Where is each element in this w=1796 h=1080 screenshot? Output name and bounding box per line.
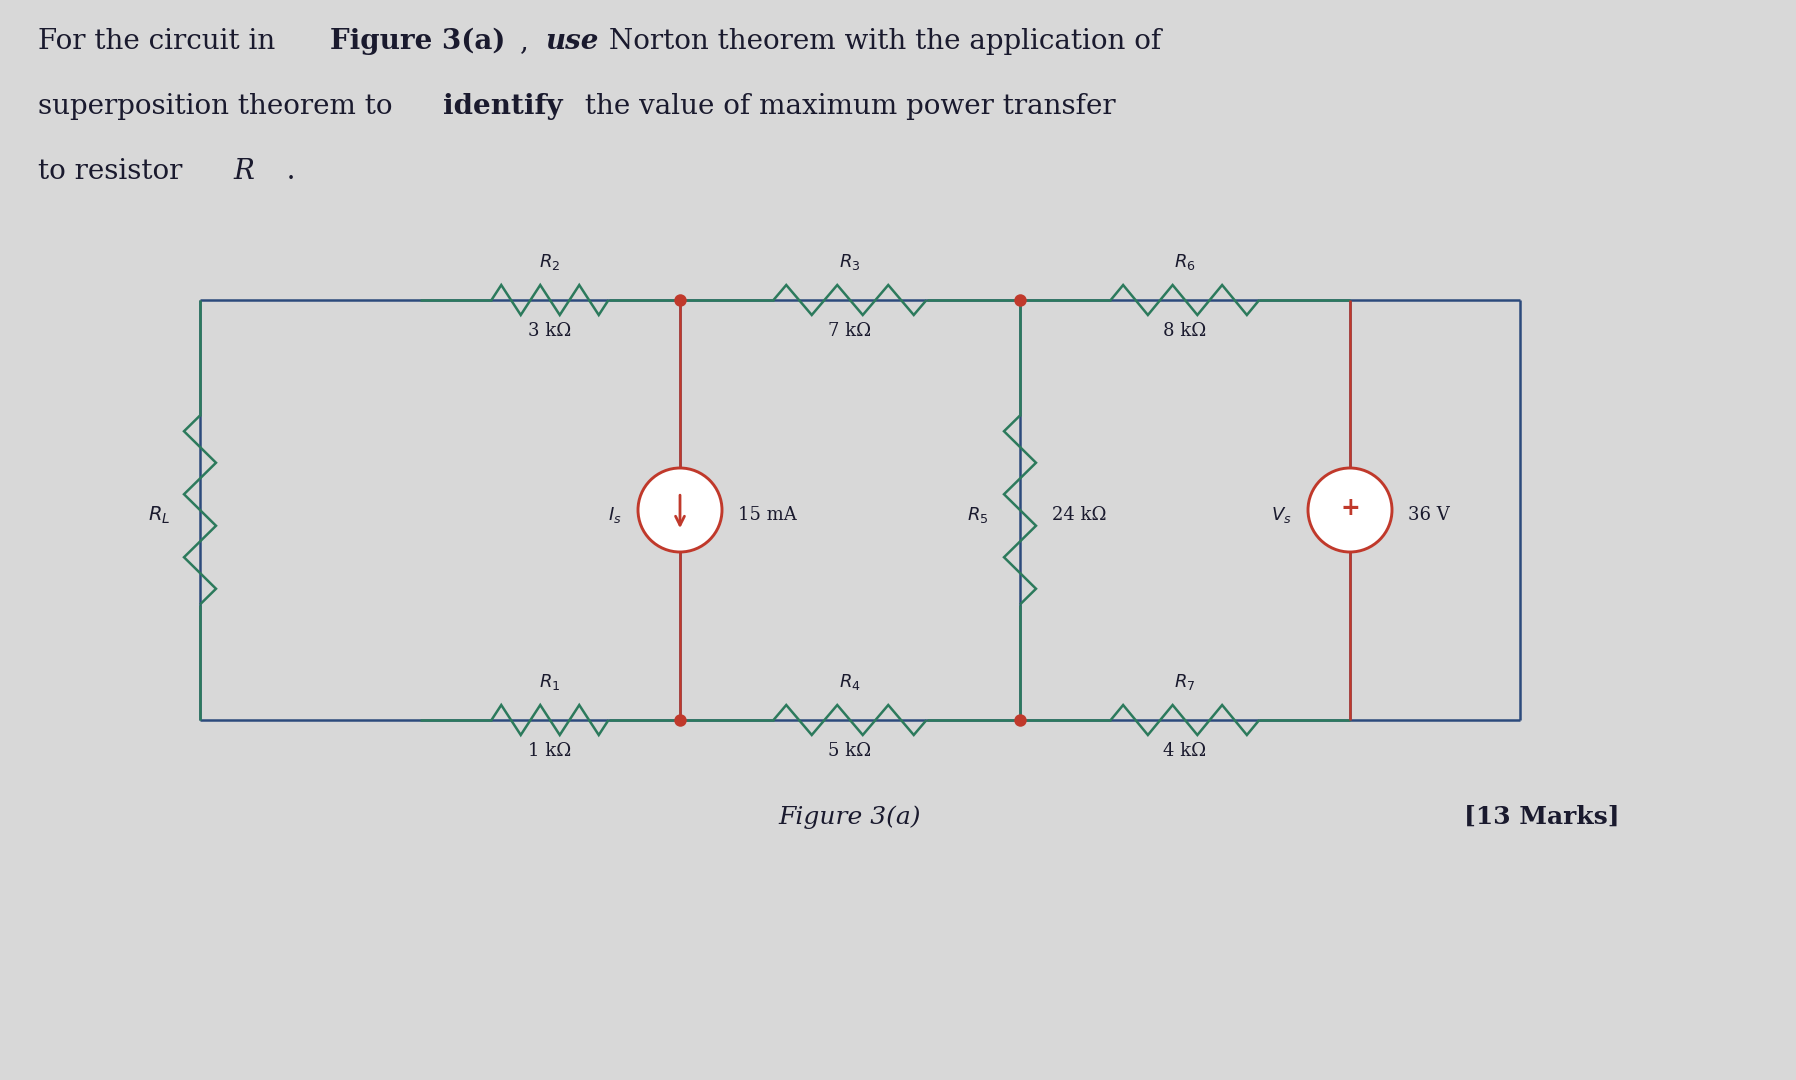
Text: $R_L$: $R_L$	[147, 504, 171, 526]
Text: For the circuit in: For the circuit in	[38, 28, 284, 55]
Text: 7 kΩ: 7 kΩ	[828, 322, 871, 340]
Text: $R_1$: $R_1$	[539, 672, 560, 692]
Text: superposition theorem to: superposition theorem to	[38, 93, 401, 120]
Text: ,: ,	[521, 28, 537, 55]
Circle shape	[1307, 468, 1392, 552]
Text: 15 mA: 15 mA	[738, 507, 797, 524]
Text: 1 kΩ: 1 kΩ	[528, 742, 571, 760]
Text: 5 kΩ: 5 kΩ	[828, 742, 871, 760]
Text: $R_5$: $R_5$	[966, 505, 988, 525]
Text: 3 kΩ: 3 kΩ	[528, 322, 571, 340]
Text: use: use	[544, 28, 598, 55]
Text: 36 V: 36 V	[1408, 507, 1449, 524]
Circle shape	[638, 468, 722, 552]
Text: $R_7$: $R_7$	[1175, 672, 1196, 692]
Text: $R_2$: $R_2$	[539, 252, 560, 272]
Text: $V_s$: $V_s$	[1272, 505, 1291, 525]
Text: the value of maximum power transfer: the value of maximum power transfer	[577, 93, 1115, 120]
Text: 4 kΩ: 4 kΩ	[1164, 742, 1207, 760]
Text: $R_6$: $R_6$	[1175, 252, 1196, 272]
Text: $I_s$: $I_s$	[609, 505, 621, 525]
Text: 8 kΩ: 8 kΩ	[1164, 322, 1207, 340]
Text: 24 kΩ: 24 kΩ	[1052, 507, 1106, 524]
Text: Figure 3(a): Figure 3(a)	[779, 805, 921, 828]
Text: Figure 3(a): Figure 3(a)	[330, 28, 505, 55]
Text: R: R	[233, 158, 253, 185]
Text: +: +	[1340, 496, 1360, 519]
Text: .: .	[260, 158, 296, 185]
Text: identify: identify	[444, 93, 562, 120]
Text: to resistor: to resistor	[38, 158, 190, 185]
Text: $R_4$: $R_4$	[839, 672, 860, 692]
Text: [13 Marks]: [13 Marks]	[1464, 805, 1620, 829]
Text: $R_3$: $R_3$	[839, 252, 860, 272]
Text: Norton theorem with the application of: Norton theorem with the application of	[600, 28, 1162, 55]
